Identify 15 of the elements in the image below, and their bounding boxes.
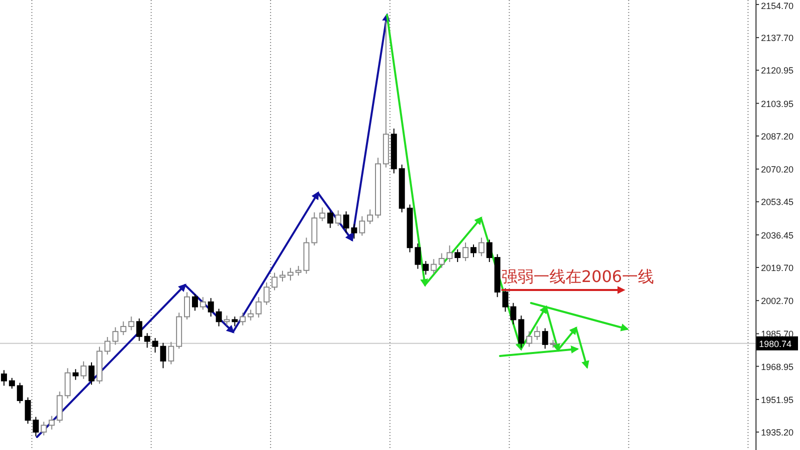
y-tick-label: 2019.70	[761, 262, 794, 273]
y-tick-label: 2002.70	[761, 296, 794, 306]
y-tick-label: 1968.95	[761, 362, 794, 372]
y-tick-label: 2137.70	[761, 33, 794, 44]
y-tick-label: 2036.45	[761, 230, 794, 240]
ref-line-label: 1980.74	[759, 338, 792, 349]
y-tick-label: 2154.70	[761, 1, 794, 11]
y-tick-label: 2053.45	[761, 197, 794, 208]
annotation: 强弱一线在2006一线	[501, 267, 654, 286]
y-tick-label: 2103.95	[761, 98, 794, 109]
y-tick-label: 2070.20	[761, 164, 794, 175]
y-tick-label: 2087.20	[761, 131, 794, 142]
y-tick-label: 1935.20	[761, 428, 794, 438]
y-tick-label: 1951.95	[761, 394, 794, 405]
y-tick-label: 2120.95	[761, 66, 794, 76]
